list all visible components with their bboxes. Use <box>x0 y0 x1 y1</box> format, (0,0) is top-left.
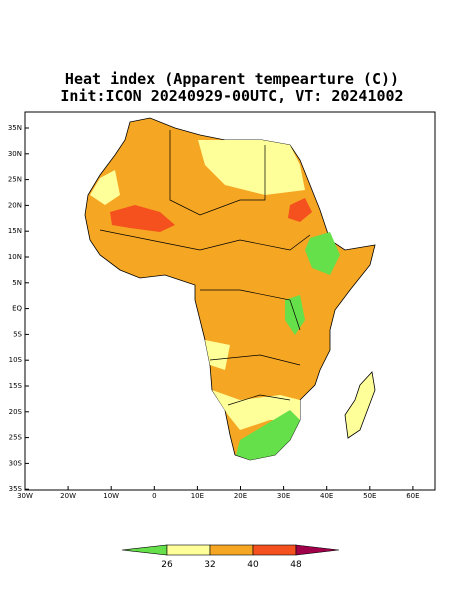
lon-label: 30E <box>277 492 290 500</box>
yellow-zone <box>198 140 305 195</box>
colorbar-label: 32 <box>204 560 215 570</box>
lat-label: 5S <box>13 330 22 338</box>
lat-label: 25S <box>9 434 23 442</box>
colorbar-label: 48 <box>290 560 302 570</box>
lat-label: 15N <box>8 227 22 235</box>
yellow-zone <box>90 170 120 205</box>
lat-label: EQ <box>12 305 22 313</box>
title: Heat index (Apparent tempearture (C)) <box>65 70 399 88</box>
red-zone <box>110 205 175 232</box>
lat-label: 5N <box>12 279 22 287</box>
lat-label: 30S <box>9 459 23 467</box>
madagascar <box>344 371 376 439</box>
green-zone <box>236 410 300 460</box>
lon-label: 60E <box>406 492 419 500</box>
colorbar-swatch <box>252 544 297 556</box>
lat-labels: 35N 30N 25N 20N 15N 10N 5N EQ 5S 10S 15S 20S 25S 30S 3… <box>8 124 29 493</box>
map <box>24 111 436 491</box>
lon-labels: 30W 20W 10W 0 10E 20E 30E 40E 50E 60E <box>17 486 420 500</box>
country-border <box>200 289 301 331</box>
colorbar: 26 32 40 48 <box>121 544 340 570</box>
subtitle: Init:ICON 20240929-00UTC, VT: 20241002 <box>60 87 403 105</box>
country-border <box>209 354 301 366</box>
lon-label: 30W <box>17 492 33 500</box>
colorbar-label: 26 <box>161 560 173 570</box>
lon-label: 40E <box>320 492 333 500</box>
lat-label: 10N <box>8 253 22 261</box>
colorbar-swatch <box>121 544 168 556</box>
colorbar-swatch <box>166 544 211 556</box>
lon-label: 10E <box>191 492 204 500</box>
lon-label: 0 <box>152 492 156 500</box>
colorbar-swatch <box>209 544 254 556</box>
lat-label: 10S <box>9 356 23 364</box>
country-border <box>99 229 311 251</box>
colorbar-label: 40 <box>247 560 259 570</box>
yellow-zone <box>205 340 230 370</box>
lon-label: 50E <box>363 492 376 500</box>
lat-label: 15S <box>9 382 23 390</box>
lat-label: 35S <box>9 485 23 493</box>
red-zone <box>288 198 312 222</box>
lon-label: 20W <box>60 492 76 500</box>
lat-label: 30N <box>8 150 22 158</box>
lat-label: 20N <box>8 201 22 209</box>
lon-label: 10W <box>103 492 119 500</box>
colorbar-swatch <box>295 544 340 556</box>
country-border <box>169 130 266 216</box>
lat-label: 35N <box>8 124 22 132</box>
lat-label: 25N <box>8 176 22 184</box>
country-border <box>227 394 291 406</box>
green-zone <box>305 232 340 275</box>
lon-label: 20E <box>234 492 247 500</box>
lat-label: 20S <box>9 408 23 416</box>
